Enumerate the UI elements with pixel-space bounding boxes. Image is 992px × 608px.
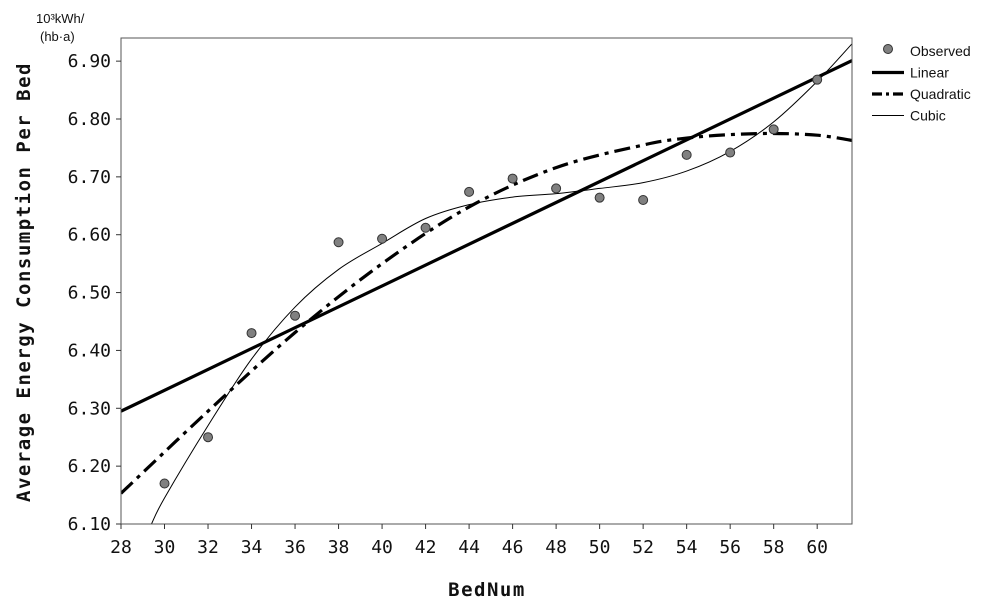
x-tick-label: 46 [502, 537, 524, 558]
x-tick-label: 32 [197, 537, 219, 558]
observed-point [203, 432, 214, 443]
y-axis-unit-line1: 10³kWh/ [36, 11, 85, 26]
fit-lines [121, 43, 852, 524]
x-tick-label: 28 [110, 537, 132, 558]
observed-point [638, 195, 649, 205]
x-tick-label: 30 [154, 537, 176, 558]
y-tick-label: 6.80 [68, 109, 111, 130]
legend-label-quadratic: Quadratic [910, 86, 971, 102]
x-tick-label: 48 [545, 537, 567, 558]
legend-label-linear: Linear [910, 65, 949, 81]
legend-label-observed: Observed [910, 43, 971, 59]
observed-point [681, 149, 692, 160]
x-tick-label: 58 [763, 537, 785, 558]
observed-point [246, 328, 257, 339]
y-tick-label: 6.60 [68, 225, 111, 246]
x-tick-label: 36 [284, 537, 306, 558]
fit-line-linear [121, 59, 852, 413]
legend-label-cubic: Cubic [910, 108, 946, 124]
y-tick-label: 6.70 [68, 167, 111, 188]
observed-point [725, 147, 736, 158]
observed-point [594, 192, 605, 203]
fit-line-cubic [151, 43, 852, 524]
x-tick-label: 34 [241, 537, 263, 558]
y-axis-title: Average Energy Consumption Per Bed [13, 62, 35, 502]
observed-point [812, 74, 823, 85]
observed-point [159, 478, 170, 489]
y-tick-label: 6.90 [68, 51, 111, 72]
x-tick-label: 56 [719, 537, 741, 558]
plot-area [121, 43, 852, 524]
observed-point [464, 186, 475, 197]
x-axis-title: BedNum [448, 579, 526, 601]
y-tick-label: 6.40 [68, 340, 111, 361]
observed-point [290, 310, 301, 321]
y-tick-label: 6.20 [68, 456, 111, 477]
legend: Observed Linear Quadratic Cubic [872, 43, 971, 124]
x-tick-label: 54 [676, 537, 698, 558]
x-tick-label: 40 [371, 537, 393, 558]
observed-point [551, 183, 562, 194]
fit-line-quadratic [121, 131, 852, 495]
y-axis-unit-line2: (hb·a) [40, 29, 75, 44]
y-tick-label: 6.30 [68, 398, 111, 419]
y-tick-label: 6.10 [68, 514, 111, 535]
x-tick-label: 50 [589, 537, 611, 558]
observed-point [768, 124, 779, 135]
observed-point [333, 237, 344, 248]
x-tick-label: 44 [458, 537, 480, 558]
y-tick-label: 6.50 [68, 283, 111, 304]
plot-frame [120, 37, 853, 525]
legend-marker-observed [883, 44, 893, 54]
observed-point [420, 222, 431, 233]
axes: 28 30 32 34 36 38 40 42 44 46 48 50 52 54 56 58 60 6.10 6.… [68, 37, 853, 558]
x-tick-label: 60 [806, 537, 828, 558]
x-tick-label: 42 [415, 537, 437, 558]
x-tick-label: 52 [632, 537, 654, 558]
observed-point [377, 233, 388, 244]
observed-point [507, 173, 518, 184]
x-tick-label: 38 [328, 537, 350, 558]
